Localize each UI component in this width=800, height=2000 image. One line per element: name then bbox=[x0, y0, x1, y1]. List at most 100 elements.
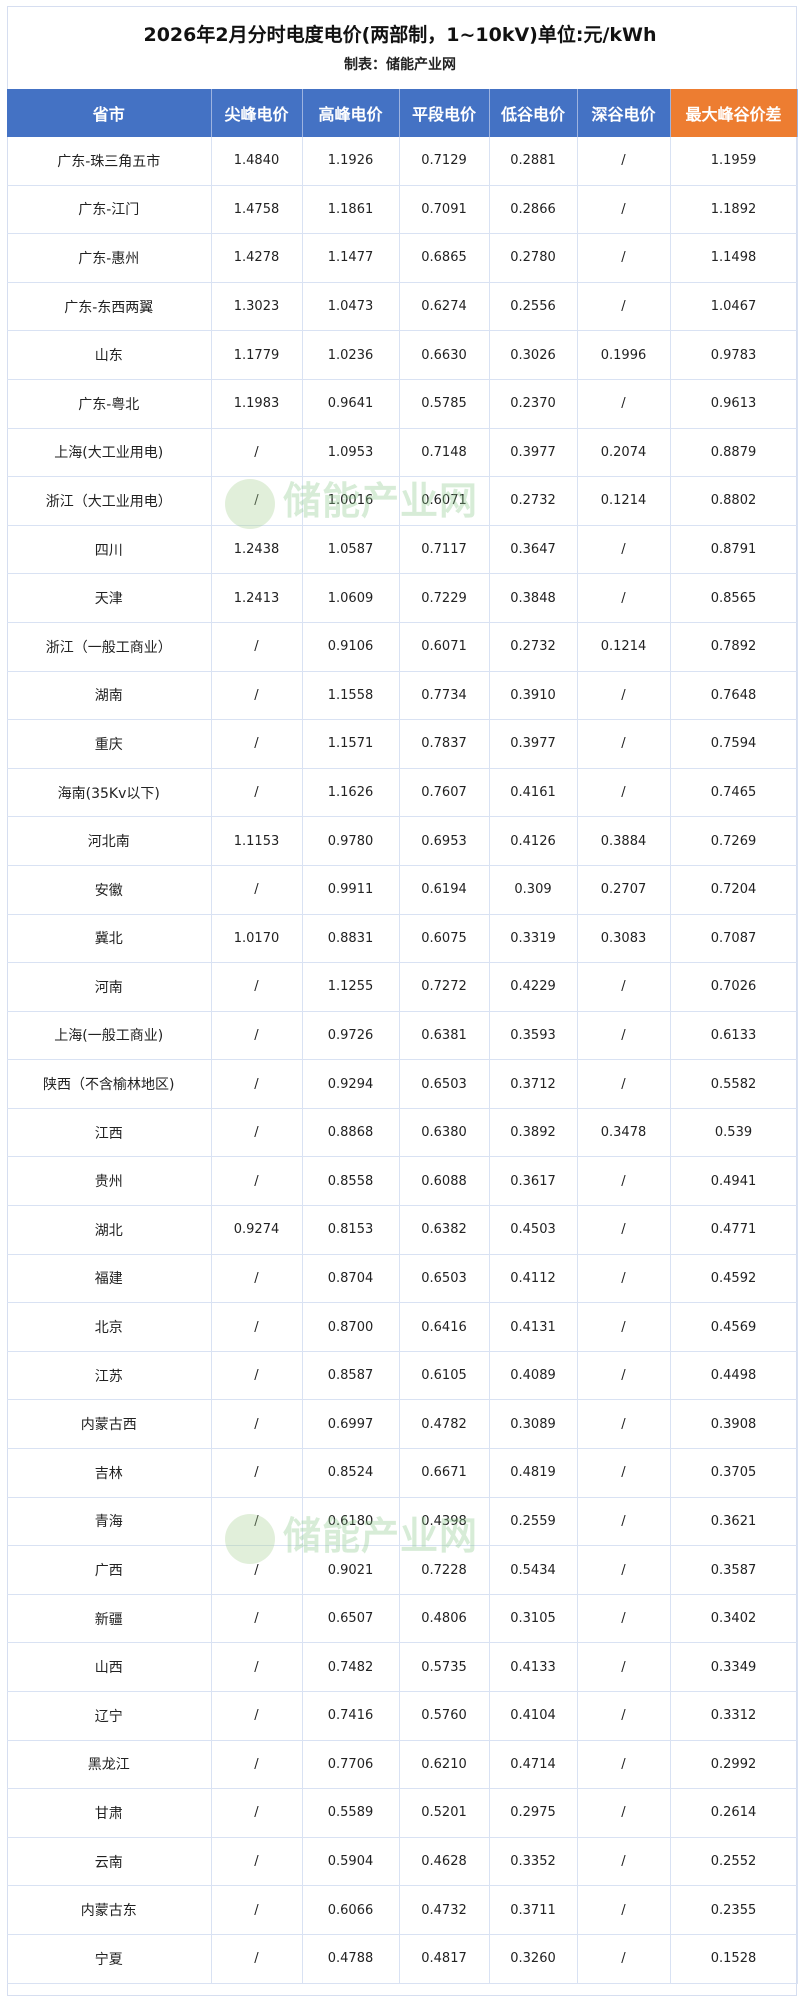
province-cell: 甘肃 bbox=[7, 1788, 212, 1838]
price-cell: / bbox=[577, 768, 671, 818]
province-cell: 山东 bbox=[7, 330, 212, 380]
table-row: 贵州/0.8558 0.6088 0.3617/0.4941 bbox=[7, 1156, 798, 1207]
price-cell: 0.7734 bbox=[399, 671, 490, 721]
price-cell: 0.5760 bbox=[399, 1691, 490, 1741]
watermark: 储能产业网 bbox=[225, 1505, 478, 1564]
price-cell: 0.3089 bbox=[489, 1399, 578, 1450]
price-cell: / bbox=[577, 137, 671, 186]
table-row: 广东-惠州 1.4278 1.1477 0.6865 0.2780/1.1498 bbox=[7, 233, 798, 283]
price-cell: / bbox=[577, 1254, 671, 1304]
price-cell: / bbox=[211, 865, 303, 915]
price-cell: 0.1528 bbox=[670, 1934, 798, 1984]
province-cell: 北京 bbox=[7, 1302, 212, 1352]
watermark-logo-icon bbox=[225, 1513, 275, 1564]
table-row: 新疆/0.6507 0.4806 0.3105/0.3402 bbox=[7, 1594, 798, 1644]
price-cell: / bbox=[577, 1156, 671, 1207]
price-cell: 0.2556 bbox=[489, 282, 578, 332]
province-cell: 河北南 bbox=[7, 816, 212, 866]
price-cell: 1.0587 bbox=[302, 525, 400, 575]
price-cell: 1.0953 bbox=[302, 428, 400, 478]
price-cell: 0.4806 bbox=[399, 1594, 490, 1644]
price-cell: 1.1779 bbox=[211, 330, 303, 380]
price-cell: / bbox=[211, 962, 303, 1012]
price-cell: 0.8868 bbox=[302, 1108, 400, 1158]
price-cell: 1.1892 bbox=[670, 185, 798, 235]
price-cell: / bbox=[211, 1399, 303, 1450]
price-cell: 0.7269 bbox=[670, 816, 798, 866]
price-cell: 0.4569 bbox=[670, 1302, 798, 1352]
price-cell: 0.7229 bbox=[399, 573, 490, 623]
province-cell: 陕西（不含榆林地区) bbox=[7, 1059, 212, 1109]
price-cell: 0.4941 bbox=[670, 1156, 798, 1207]
province-cell: 福建 bbox=[7, 1254, 212, 1304]
price-cell: 0.2074 bbox=[577, 428, 671, 478]
price-cell: / bbox=[211, 1448, 303, 1498]
price-cell: 0.8587 bbox=[302, 1351, 400, 1401]
price-cell: 0.8802 bbox=[670, 476, 798, 526]
price-cell: / bbox=[577, 1885, 671, 1935]
table-header-row: 省市 尖峰电价 高峰电价 平段电价 低谷电价 深谷电价 最大峰谷价差 bbox=[7, 89, 798, 137]
province-cell: 湖南 bbox=[7, 671, 212, 721]
price-cell: 0.5589 bbox=[302, 1788, 400, 1838]
price-cell: 0.3105 bbox=[489, 1594, 578, 1644]
price-cell: / bbox=[211, 1302, 303, 1352]
price-cell: / bbox=[211, 768, 303, 818]
price-cell: 0.8153 bbox=[302, 1205, 400, 1255]
price-cell: 0.4131 bbox=[489, 1302, 578, 1352]
price-cell: / bbox=[577, 573, 671, 623]
price-cell: 0.3312 bbox=[670, 1691, 798, 1741]
price-cell: 0.3593 bbox=[489, 1011, 578, 1061]
price-cell: 0.6507 bbox=[302, 1594, 400, 1644]
province-cell: 广东-惠州 bbox=[7, 233, 212, 283]
price-cell: 0.4133 bbox=[489, 1642, 578, 1692]
price-cell: 1.2438 bbox=[211, 525, 303, 575]
price-cell: 0.8700 bbox=[302, 1302, 400, 1352]
price-cell: 0.7117 bbox=[399, 525, 490, 575]
price-cell: 0.2780 bbox=[489, 233, 578, 283]
price-cell: / bbox=[211, 671, 303, 721]
price-cell: 0.3977 bbox=[489, 428, 578, 478]
price-cell: / bbox=[211, 719, 303, 769]
province-cell: 广西 bbox=[7, 1545, 212, 1595]
price-cell: 0.2881 bbox=[489, 137, 578, 186]
price-cell: 0.8831 bbox=[302, 914, 400, 964]
table-row: 浙江（大工业用电）/1.0016 0.6071 0.2732 0.1214 0.8802 bbox=[7, 476, 798, 526]
price-cell: / bbox=[577, 282, 671, 332]
province-cell: 江西 bbox=[7, 1108, 212, 1158]
column-header: 高峰电价 bbox=[302, 89, 400, 137]
price-cell: 0.3478 bbox=[577, 1108, 671, 1158]
price-cell: 0.4503 bbox=[489, 1205, 578, 1255]
price-cell: 0.5785 bbox=[399, 379, 490, 429]
price-cell: / bbox=[211, 1642, 303, 1692]
price-cell: / bbox=[577, 1302, 671, 1352]
price-cell: 0.9613 bbox=[670, 379, 798, 429]
price-cell: 0.6381 bbox=[399, 1011, 490, 1061]
price-cell: 0.2370 bbox=[489, 379, 578, 429]
price-cell: 0.4229 bbox=[489, 962, 578, 1012]
price-cell: / bbox=[577, 1059, 671, 1109]
province-cell: 广东-东西两翼 bbox=[7, 282, 212, 332]
province-cell: 湖北 bbox=[7, 1205, 212, 1255]
price-cell: 0.6105 bbox=[399, 1351, 490, 1401]
price-cell: / bbox=[211, 476, 303, 526]
price-cell: 0.3402 bbox=[670, 1594, 798, 1644]
price-cell: 0.5201 bbox=[399, 1788, 490, 1838]
table-row: 内蒙古东/0.6066 0.4732 0.3711/0.2355 bbox=[7, 1885, 798, 1935]
price-cell: 1.1926 bbox=[302, 137, 400, 186]
price-cell: / bbox=[577, 379, 671, 429]
price-cell: 0.4628 bbox=[399, 1837, 490, 1887]
table-row: 山西/0.7482 0.5735 0.4133/0.3349 bbox=[7, 1642, 798, 1692]
table-row: 宁夏/0.4788 0.4817 0.3260/0.1528 bbox=[7, 1934, 798, 1984]
price-cell: / bbox=[577, 1011, 671, 1061]
price-cell: / bbox=[211, 1545, 303, 1595]
price-cell: 0.539 bbox=[670, 1108, 798, 1158]
price-cell: 0.6210 bbox=[399, 1740, 490, 1790]
page-title: 2026年2月分时电度电价(两部制，1~10kV)单位:元/kWh bbox=[143, 24, 657, 46]
table-row: 内蒙古西/0.6997 0.4782 0.3089/0.3908 bbox=[7, 1399, 798, 1450]
price-cell: 0.7648 bbox=[670, 671, 798, 721]
price-cell: 0.3705 bbox=[670, 1448, 798, 1498]
table-row: 浙江（一般工商业）/0.9106 0.6071 0.2732 0.1214 0.7892 bbox=[7, 622, 798, 672]
price-cell: 0.7465 bbox=[670, 768, 798, 818]
price-cell: 0.6133 bbox=[670, 1011, 798, 1061]
price-cell: 0.5582 bbox=[670, 1059, 798, 1109]
